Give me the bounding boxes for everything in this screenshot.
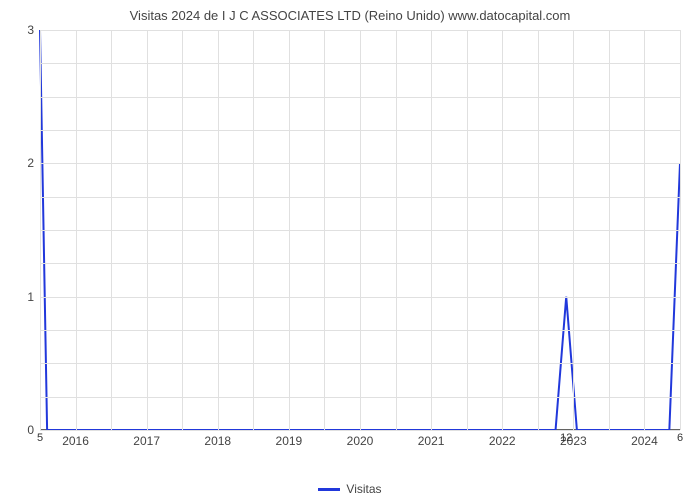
- chart-title: Visitas 2024 de I J C ASSOCIATES LTD (Re…: [0, 0, 700, 23]
- x-tick-label: 2020: [347, 434, 374, 448]
- gridline-v: [431, 30, 432, 430]
- x-tick-label: 2022: [489, 434, 516, 448]
- gridline-v: [644, 30, 645, 430]
- gridline-v: [253, 30, 254, 430]
- y-tick-label: 2: [6, 156, 34, 170]
- y-tick-label: 1: [6, 290, 34, 304]
- gridline-v: [396, 30, 397, 430]
- gridline-v: [40, 30, 41, 430]
- gridline-v: [502, 30, 503, 430]
- gridline-h: [40, 430, 680, 431]
- y-tick-label: 0: [6, 423, 34, 437]
- gridline-v: [76, 30, 77, 430]
- gridline-v: [680, 30, 681, 430]
- gridline-v: [609, 30, 610, 430]
- x-tick-label: 2018: [204, 434, 231, 448]
- gridline-v: [147, 30, 148, 430]
- legend: Visitas: [0, 482, 700, 496]
- plot-area: 0123201620172018201920202021202220232024…: [40, 30, 680, 430]
- x-tick-label: 2021: [418, 434, 445, 448]
- gridline-v: [289, 30, 290, 430]
- gridline-v: [573, 30, 574, 430]
- x-tick-label: 2016: [62, 434, 89, 448]
- gridline-v: [111, 30, 112, 430]
- x-tick-label: 2024: [631, 434, 658, 448]
- chart-area: 0123201620172018201920202021202220232024…: [40, 30, 680, 450]
- legend-swatch: [318, 488, 340, 491]
- gridline-v: [182, 30, 183, 430]
- gridline-v: [218, 30, 219, 430]
- x-tick-label: 2019: [276, 434, 303, 448]
- gridline-v: [467, 30, 468, 430]
- y-tick-label: 3: [6, 23, 34, 37]
- x-tick-label: 2017: [133, 434, 160, 448]
- data-point-label: 12: [560, 432, 572, 444]
- legend-label: Visitas: [346, 482, 381, 496]
- gridline-v: [538, 30, 539, 430]
- gridline-v: [324, 30, 325, 430]
- data-point-label: 5: [37, 432, 43, 444]
- gridline-v: [360, 30, 361, 430]
- data-point-label: 6: [677, 432, 683, 444]
